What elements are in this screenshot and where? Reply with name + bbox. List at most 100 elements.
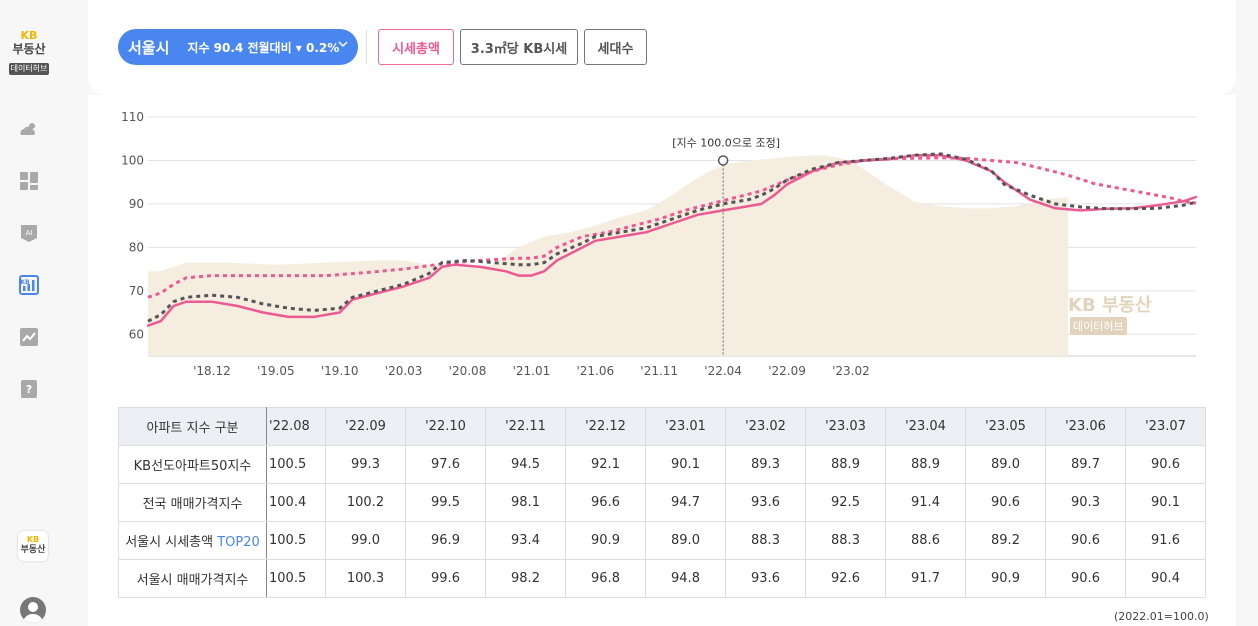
- row-label: 서울시 매매가격지수: [118, 559, 267, 598]
- table-row: KB선도아파트50지수 100.5 99.3 97.6 94.5 92.1 90…: [118, 445, 1206, 484]
- table-corner-header: 아파트 지수 구분: [118, 407, 267, 446]
- ai-icon: AI: [21, 225, 37, 242]
- sidebar-item-weather[interactable]: [18, 118, 40, 140]
- annotation-marker[interactable]: [717, 155, 729, 166]
- index-summary: 지수 90.4 전월대비 ▾ 0.2%: [187, 40, 340, 55]
- table-cell: 90.9: [565, 521, 646, 560]
- table-cell: 94.7: [645, 483, 726, 522]
- column-header: '23.03: [805, 407, 886, 446]
- column-header: '22.08: [266, 407, 326, 446]
- divider: [366, 30, 367, 64]
- x-tick-label: '22.04: [704, 364, 742, 378]
- tab-price-per-pyeong[interactable]: 3.3㎡당 KB시세: [460, 29, 578, 65]
- sidebar-item-dashboard[interactable]: [18, 170, 40, 192]
- table-cell: 91.4: [885, 483, 966, 522]
- y-axis: 110 100 90 80 70 60: [121, 110, 144, 341]
- table-cell: 100.5: [266, 559, 326, 598]
- kb-bottom-logo[interactable]: KB 부동산: [18, 531, 48, 561]
- x-tick-label: '21.01: [513, 364, 551, 378]
- sidebar-item-ai[interactable]: AI: [18, 222, 40, 244]
- table-cell: 99.6: [405, 559, 486, 598]
- tab-market-cap[interactable]: 시세총액: [378, 29, 454, 65]
- watermark-sub: 데이터허브: [1070, 317, 1127, 335]
- table-cell: 90.6: [1125, 445, 1206, 484]
- bottom-logo-brand: 부동산: [20, 545, 46, 555]
- help-icon-label: ?: [26, 383, 32, 396]
- y-tick-label: 70: [129, 284, 144, 298]
- column-header: '23.04: [885, 407, 966, 446]
- row-label-highlight: TOP20: [217, 535, 260, 550]
- kb-logo[interactable]: KB 부동산 데이터허브: [8, 30, 50, 75]
- table-cell: 88.3: [805, 521, 886, 560]
- table-cell: 90.4: [1125, 559, 1206, 598]
- table-cell: 96.9: [405, 521, 486, 560]
- sidebar-item-help[interactable]: ?: [18, 378, 40, 400]
- table-cell: 90.6: [965, 483, 1046, 522]
- column-header: '23.07: [1125, 407, 1206, 446]
- weather-icon: [20, 123, 35, 135]
- table-cell: 89.7: [1045, 445, 1126, 484]
- table-cell: 93.6: [725, 483, 806, 522]
- table-cell: 99.0: [325, 521, 406, 560]
- logo-brand-text: 부동산: [12, 42, 46, 56]
- y-tick-label: 90: [129, 197, 144, 211]
- x-tick-label: '20.03: [385, 364, 423, 378]
- sidebar: KB 부동산 데이터허브 AI KB: [0, 0, 66, 626]
- sidebar-item-trend[interactable]: [18, 326, 40, 348]
- watermark-brand: KB 부동산: [1068, 295, 1152, 316]
- x-tick-label: '18.12: [193, 364, 231, 378]
- city-selector[interactable]: 서울시 지수 90.4 전월대비 ▾ 0.2%: [118, 29, 358, 65]
- base-note: (2022.01=100.0): [1114, 610, 1209, 623]
- index-table: 아파트 지수 구분 '22.08 '22.09 '22.10 '22.11 '2…: [118, 407, 1206, 598]
- y-tick-label: 80: [129, 240, 144, 254]
- kb-chart-icon-label: KB: [20, 279, 30, 286]
- row-label: 전국 매매가격지수: [118, 483, 267, 522]
- main-panel: '18.12 '19.05 '19.10 '20.03 '20.08 '21.01 '21.…: [88, 95, 1236, 626]
- city-name: 서울시: [128, 38, 170, 57]
- table-row: 서울시 매매가격지수 100.5 100.3 99.6 98.2 96.8 94…: [118, 559, 1206, 598]
- table-cell: 88.3: [725, 521, 806, 560]
- table-cell: 96.6: [565, 483, 646, 522]
- table-cell: 99.5: [405, 483, 486, 522]
- table-cell: 94.8: [645, 559, 726, 598]
- table-cell: 100.4: [266, 483, 326, 522]
- y-tick-label: 100: [121, 153, 144, 167]
- table-cell: 100.5: [266, 445, 326, 484]
- table-cell: 97.6: [405, 445, 486, 484]
- table-cell: 90.1: [1125, 483, 1206, 522]
- table-header-row: 아파트 지수 구분 '22.08 '22.09 '22.10 '22.11 '2…: [118, 407, 1206, 446]
- table-cell: 90.6: [1045, 559, 1126, 598]
- help-book-icon: ?: [21, 380, 37, 398]
- x-tick-label: '23.02: [832, 364, 870, 378]
- area-series: [148, 155, 1069, 356]
- table-cell: 100.3: [325, 559, 406, 598]
- table-cell: 92.6: [805, 559, 886, 598]
- x-tick-label: '21.11: [640, 364, 678, 378]
- column-header: '23.06: [1045, 407, 1126, 446]
- x-tick-label: '21.06: [576, 364, 614, 378]
- sidebar-item-kb-chart[interactable]: KB: [18, 274, 40, 296]
- table-cell: 90.6: [1045, 521, 1126, 560]
- table-cell: 90.1: [645, 445, 726, 484]
- column-header: '22.11: [485, 407, 566, 446]
- row-label: KB선도아파트50지수: [118, 445, 267, 484]
- annotation-label: [지수 100.0으로 조정]: [672, 136, 780, 149]
- table-cell: 91.6: [1125, 521, 1206, 560]
- bottom-logo-kb: KB: [26, 535, 40, 544]
- dark-dotted: [147, 152, 1197, 323]
- y-tick-label: 60: [129, 327, 144, 341]
- index-line-chart[interactable]: '18.12 '19.05 '19.10 '20.03 '20.08 '21.01 '21.…: [88, 95, 1236, 395]
- table-cell: 93.6: [725, 559, 806, 598]
- table-row: 서울시 시세총액 TOP20 100.5 99.0 96.9 93.4 90.9…: [118, 521, 1206, 560]
- table-cell: 90.3: [1045, 483, 1126, 522]
- trend-chart-icon: [20, 328, 38, 346]
- tab-households[interactable]: 세대수: [584, 29, 647, 65]
- x-tick-label: '22.09: [768, 364, 806, 378]
- user-avatar[interactable]: [20, 597, 46, 623]
- y-tick-label: 110: [121, 110, 144, 124]
- table-cell: 92.5: [805, 483, 886, 522]
- table-cell: 94.5: [485, 445, 566, 484]
- logo-kb-text: KB: [20, 29, 38, 42]
- x-tick-label: '19.10: [321, 364, 359, 378]
- table-cell: 90.9: [965, 559, 1046, 598]
